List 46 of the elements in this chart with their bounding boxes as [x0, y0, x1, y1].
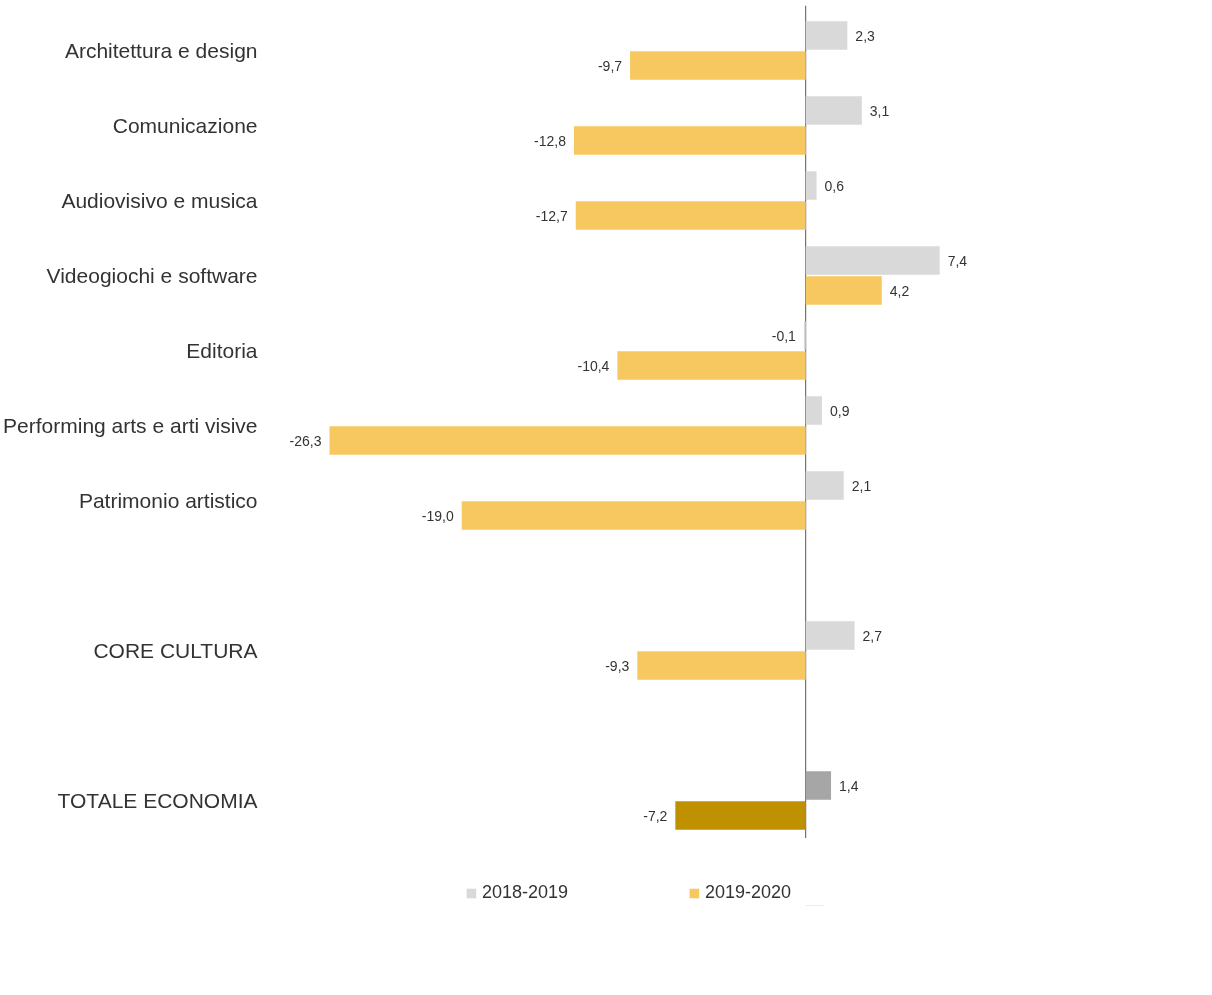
data-label: -10,4: [577, 357, 610, 374]
bar: [805, 771, 832, 800]
data-label: 4,2: [889, 282, 910, 299]
data-label: -12,7: [535, 207, 568, 224]
bar: [630, 51, 806, 80]
data-label: -26,3: [289, 432, 322, 449]
y-tick-label: CORE CULTURA: [93, 639, 258, 662]
bar: [805, 621, 855, 650]
bar: [805, 21, 848, 50]
data-label: -12,8: [534, 132, 567, 149]
bar: [461, 501, 806, 530]
bar: [805, 276, 882, 305]
data-label: 2,3: [855, 27, 876, 44]
y-tick-label: Audiovisivo e musica: [61, 189, 258, 212]
data-label: 2,7: [862, 627, 883, 644]
data-label: -0,1: [771, 327, 797, 344]
y-tick-label: Editoria: [186, 339, 258, 362]
bar: [617, 351, 806, 380]
data-label: 7,4: [947, 252, 968, 269]
y-tick-label: Patrimonio artistico: [78, 489, 258, 512]
data-label: 2,1: [851, 477, 872, 494]
bar: [805, 396, 822, 425]
y-tick-label: Videogiochi e software: [46, 264, 258, 287]
bar: [805, 96, 862, 125]
y-tick-label: Comunicazione: [112, 114, 258, 137]
data-label: 0,9: [830, 402, 850, 419]
data-label: 3,1: [869, 102, 890, 119]
bar: [329, 426, 806, 455]
y-tick-label: Architettura e design: [64, 39, 258, 62]
y-tick-label: Performing arts e arti visive: [3, 414, 258, 437]
bar: [805, 471, 844, 500]
data-label: -9,3: [605, 657, 630, 674]
legend-label: 2018-2019: [481, 882, 568, 903]
bar: [805, 171, 817, 200]
legend-label: 2019-2020: [705, 882, 792, 903]
bar: [805, 246, 940, 275]
data-label: -9,7: [597, 57, 623, 74]
bar: [637, 651, 806, 680]
bar: [675, 801, 806, 830]
data-label: -7,2: [643, 807, 668, 824]
data-label: -19,0: [421, 507, 454, 524]
y-tick-label: TOTALE ECONOMIA: [57, 789, 258, 812]
data-label: 1,4: [839, 777, 859, 794]
bar: [573, 126, 806, 155]
data-label: 0,6: [824, 177, 845, 194]
bar: [575, 201, 806, 230]
